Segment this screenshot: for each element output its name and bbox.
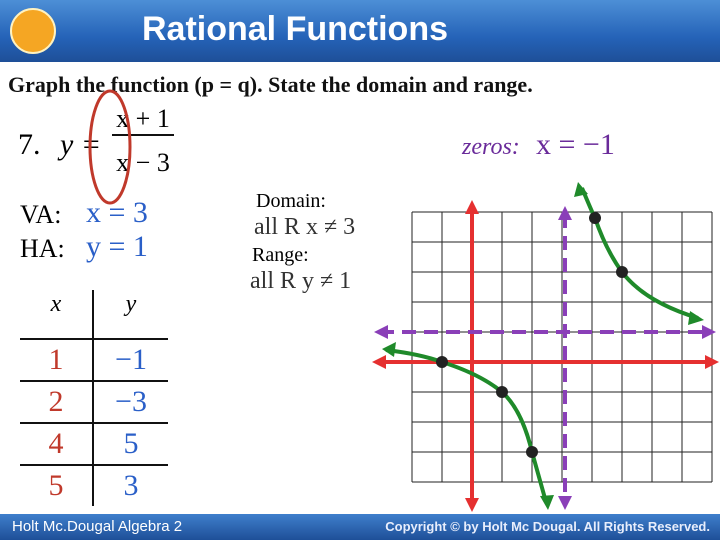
table-cell: 4 bbox=[20, 422, 94, 466]
slide-title: Rational Functions bbox=[142, 10, 448, 48]
table-wrap: x y 1 −1 2 −3 4 5 5 3 bbox=[20, 290, 168, 506]
domain-label: Domain: bbox=[256, 190, 326, 212]
header-cell: x bbox=[20, 290, 94, 340]
table-cell: 5 bbox=[20, 464, 94, 506]
footer-right: Copyright © by Holt Mc Dougal. All Right… bbox=[385, 519, 710, 534]
logo-icon bbox=[10, 8, 56, 54]
range-value: all R y ≠ 1 bbox=[250, 268, 352, 294]
va-value: x = 3 bbox=[86, 196, 148, 229]
zeros-value: x = −1 bbox=[536, 128, 615, 161]
range-label: Range: bbox=[252, 244, 309, 266]
table-cell: −1 bbox=[92, 338, 168, 382]
footer-left: Holt Mc.Dougal Algebra 2 bbox=[12, 518, 183, 535]
equation-lhs: y = bbox=[60, 128, 102, 161]
table-row: 1 −1 bbox=[20, 338, 168, 382]
domain-value: all R x ≠ 3 bbox=[254, 214, 356, 240]
table-header: x y bbox=[20, 290, 168, 340]
footer-bar bbox=[0, 514, 720, 540]
zeros-label: zeros: bbox=[462, 134, 520, 160]
highlight-circle bbox=[88, 89, 132, 205]
header-cell: y bbox=[92, 290, 168, 340]
table-cell: 3 bbox=[92, 464, 168, 506]
va-label: VA: bbox=[20, 200, 62, 229]
table-body: 1 −1 2 −3 4 5 5 3 bbox=[20, 338, 168, 506]
graph bbox=[372, 182, 719, 512]
table-cell: 5 bbox=[92, 422, 168, 466]
header-bar bbox=[0, 0, 720, 62]
table-cell: 2 bbox=[20, 380, 94, 424]
prompt: Graph the function (p = q). State the do… bbox=[8, 72, 533, 97]
problem-number: 7. bbox=[18, 128, 41, 161]
denominator: x − 3 bbox=[116, 148, 170, 177]
table-row: 2 −3 bbox=[20, 380, 168, 424]
table-cell: 1 bbox=[20, 338, 94, 382]
ha-label: HA: bbox=[20, 234, 65, 263]
ha-value: y = 1 bbox=[86, 230, 148, 263]
table-cell: −3 bbox=[92, 380, 168, 424]
value-table: x y 1 −1 2 −3 4 5 5 3 bbox=[20, 290, 168, 506]
